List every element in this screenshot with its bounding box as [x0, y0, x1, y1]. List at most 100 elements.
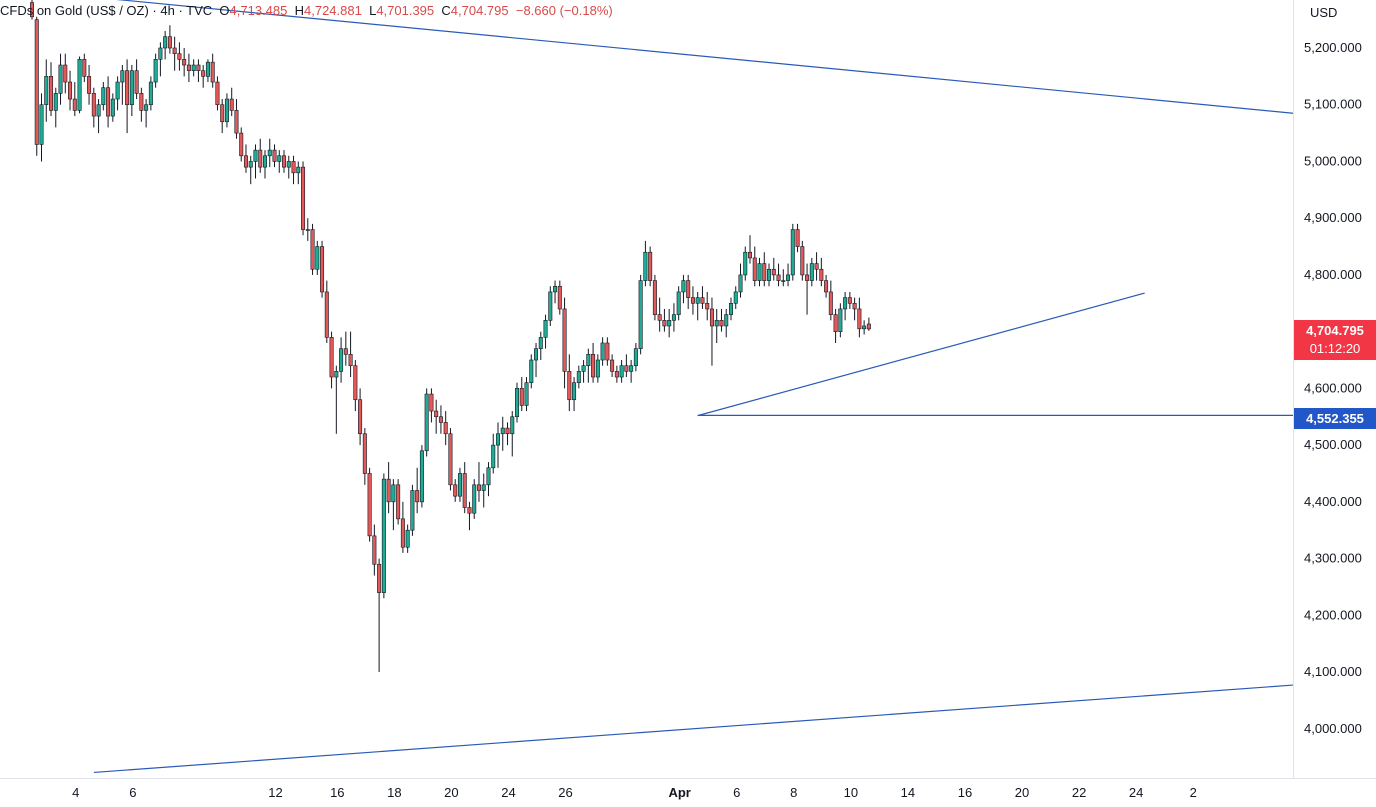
candle-body: [405, 529, 410, 548]
candle-body: [243, 155, 248, 168]
candle-body: [381, 478, 386, 593]
candle-body: [857, 308, 862, 330]
candle-body: [695, 297, 700, 304]
candle-body: [106, 87, 111, 117]
candle-body: [467, 507, 472, 514]
x-tick-label: 22: [1072, 785, 1086, 800]
candle-body: [529, 359, 534, 384]
candle-body: [267, 149, 272, 157]
candle-body: [534, 348, 539, 361]
upper-resistance-line: [116, 0, 1294, 114]
candle-body: [39, 104, 44, 145]
y-tick-label: 4,500.000: [1304, 437, 1362, 452]
candle-body: [728, 302, 733, 315]
candle-body: [296, 166, 301, 174]
y-tick-label: 4,300.000: [1304, 551, 1362, 566]
candle-body: [196, 64, 201, 71]
y-tick-label: 5,200.000: [1304, 40, 1362, 55]
close-value: 4,704.795: [450, 3, 509, 18]
candle-body: [767, 268, 772, 281]
candle-body: [495, 433, 500, 446]
high-label: H: [294, 3, 304, 18]
candle-body: [562, 308, 567, 372]
candle-body: [334, 371, 339, 378]
bar-countdown: 01:12:20: [1309, 341, 1361, 356]
x-tick-label: 6: [129, 785, 136, 800]
candle-body: [505, 427, 510, 435]
candle-body: [553, 285, 558, 293]
candle-body: [862, 325, 867, 330]
candle-body: [643, 251, 648, 281]
candle-body: [809, 263, 814, 281]
candle-body: [681, 280, 686, 293]
candle-body: [838, 308, 843, 332]
candle-body: [329, 337, 334, 378]
high-value: 4,724.881: [304, 3, 362, 18]
candle-body: [96, 104, 101, 117]
candle-body: [800, 246, 805, 276]
candle-body: [343, 348, 348, 355]
candle-body: [567, 371, 572, 401]
candle-body: [700, 297, 705, 304]
legend-interval: 4h: [160, 3, 175, 18]
candle-body: [705, 302, 710, 310]
y-tick-label: 5,100.000: [1304, 97, 1362, 112]
candle-body: [68, 81, 73, 100]
candle-body: [595, 359, 600, 378]
candle-body: [619, 365, 624, 378]
candle-body: [719, 320, 724, 327]
candle-body: [372, 535, 377, 565]
candle-body: [633, 348, 638, 366]
candle-body: [448, 433, 453, 486]
candle-body: [367, 473, 372, 537]
candle-body: [377, 563, 382, 593]
candle-body: [110, 98, 115, 117]
candle-body: [662, 320, 667, 327]
candle-body: [324, 291, 329, 338]
candle-body: [543, 320, 548, 338]
candle-body: [125, 70, 130, 106]
candle-body: [63, 64, 68, 83]
candle-body: [400, 518, 405, 548]
candle-body: [833, 314, 838, 332]
x-tick-label: 12: [268, 785, 282, 800]
candle-body: [743, 251, 748, 276]
currency-label[interactable]: USD: [1310, 5, 1338, 20]
open-label: O: [219, 3, 230, 18]
x-tick-label: 20: [1015, 785, 1029, 800]
candle-body: [438, 416, 443, 423]
y-tick-label: 4,400.000: [1304, 494, 1362, 509]
candle-body: [610, 359, 615, 372]
candle-body: [177, 53, 182, 60]
candle-body: [120, 70, 125, 83]
change-value: −8.660 (−0.18%): [515, 3, 613, 18]
candle-body: [391, 484, 396, 503]
candle-body: [472, 484, 477, 514]
candle-body: [652, 280, 657, 315]
candle-body: [277, 155, 282, 162]
candle-body: [129, 70, 134, 106]
candle-body: [591, 354, 596, 378]
candle-body: [272, 149, 277, 162]
candle-body: [29, 2, 34, 18]
candle-body: [229, 98, 234, 111]
candle-body: [600, 342, 605, 361]
candle-body: [515, 388, 520, 418]
candle-body: [396, 484, 401, 520]
candle-body: [348, 354, 353, 366]
candle-body: [239, 132, 244, 157]
x-tick-label: 20: [444, 785, 458, 800]
candle-body: [305, 229, 310, 231]
candle-body: [320, 246, 325, 293]
candle-body: [182, 59, 187, 66]
candle-body: [339, 348, 344, 372]
x-tick-label: 16: [330, 785, 344, 800]
candle-body: [457, 473, 462, 497]
candle-body: [77, 59, 82, 111]
candle-body: [576, 371, 581, 384]
candle-body: [814, 263, 819, 270]
candle-body: [87, 76, 92, 94]
candle-body: [500, 427, 505, 435]
candle-body: [462, 473, 467, 508]
